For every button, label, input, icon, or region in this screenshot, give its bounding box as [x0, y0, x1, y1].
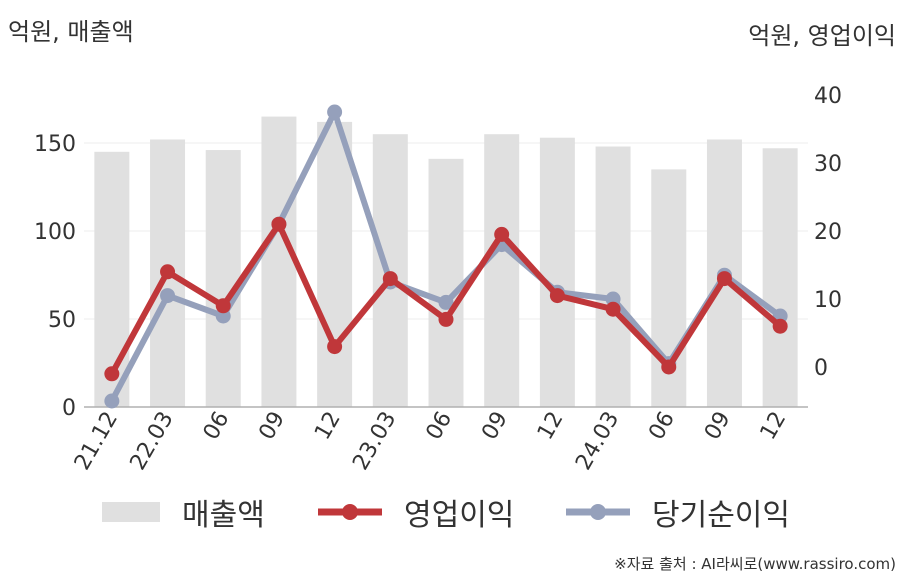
legend-label-operating-profit: 영업이익	[404, 498, 515, 533]
bar-revenue	[428, 158, 464, 407]
bar-revenue	[94, 151, 130, 407]
bar-revenue	[595, 146, 631, 407]
bar-revenue	[372, 134, 408, 407]
legend-item-net-income: 당기순이익	[566, 490, 790, 534]
point-operating-profit	[160, 264, 176, 280]
left-tick-label: 150	[34, 132, 76, 157]
point-operating-profit	[382, 271, 398, 287]
x-tick-label: 06	[644, 408, 680, 445]
source-note: ※자료 출처 : AI라씨로(www.rassiro.com)	[614, 555, 896, 573]
right-tick-label: 20	[814, 220, 842, 245]
right-tick-label: 10	[814, 288, 842, 313]
legend-swatch-line-red	[318, 504, 382, 520]
legend-item-revenue: 매출액	[102, 490, 265, 534]
point-operating-profit	[215, 298, 231, 314]
x-tick-label: 12	[310, 408, 346, 445]
left-tick-label: 50	[48, 308, 76, 333]
point-operating-profit	[494, 226, 510, 242]
x-tick-label: 09	[700, 408, 736, 445]
right-axis-ticks: 0 10 20 30 40	[814, 84, 842, 381]
bar-revenue	[261, 116, 297, 407]
right-tick-label: 40	[814, 84, 842, 109]
point-operating-profit	[661, 359, 677, 375]
point-operating-profit	[605, 301, 621, 317]
profit-lines	[104, 104, 788, 409]
legend-swatch-bar	[102, 502, 160, 522]
point-operating-profit	[549, 288, 565, 304]
x-tick-label: 12	[533, 408, 569, 445]
x-tick-label: 12	[756, 408, 792, 445]
left-axis-title: 억원, 매출액	[8, 18, 134, 46]
point-operating-profit	[327, 339, 343, 355]
point-net-income	[160, 288, 176, 304]
x-tick-label: 09	[254, 408, 290, 445]
legend-swatch-line-blue	[566, 504, 630, 520]
bar-revenue	[317, 121, 353, 407]
x-tick-label: 23.03	[348, 408, 401, 475]
bar-revenue	[205, 150, 241, 408]
right-tick-label: 0	[814, 356, 828, 381]
bar-revenue	[539, 137, 575, 407]
point-net-income	[104, 393, 120, 409]
legend-label-net-income: 당기순이익	[652, 498, 790, 533]
point-operating-profit	[716, 271, 732, 287]
point-operating-profit	[772, 318, 788, 334]
bar-revenue	[762, 148, 798, 407]
right-tick-label: 30	[814, 152, 842, 177]
bar-revenue	[484, 134, 520, 407]
legend-item-operating-profit: 영업이익	[318, 490, 514, 534]
x-tick-label: 22.03	[126, 408, 179, 475]
left-tick-label: 100	[34, 220, 76, 245]
x-tick-label: 21.12	[70, 408, 123, 475]
point-operating-profit	[271, 216, 287, 232]
legend-label-revenue: 매출액	[182, 498, 265, 533]
point-operating-profit	[104, 366, 120, 382]
left-tick-label: 0	[62, 396, 76, 421]
point-net-income	[327, 104, 343, 120]
x-tick-label: 09	[477, 408, 513, 445]
x-tick-label: 06	[422, 408, 458, 445]
left-axis-ticks: 0 50 100 150	[34, 132, 76, 421]
x-tick-label: 06	[199, 408, 235, 445]
x-axis-ticks: 21.12 22.03 06 09 12 23.03 06 09 12 24.03 06 09 12	[70, 408, 791, 475]
point-net-income	[438, 294, 454, 310]
revenue-bars	[94, 116, 798, 408]
x-tick-label: 24.03	[571, 408, 624, 475]
right-axis-title: 억원, 영업이익	[748, 22, 896, 50]
point-operating-profit	[438, 311, 454, 327]
